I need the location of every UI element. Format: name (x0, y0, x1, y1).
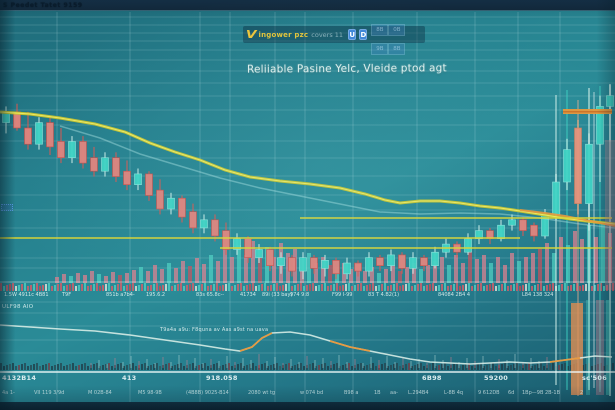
mid-axis-label: T9F (62, 292, 72, 298)
toolbar-ghost-button[interactable]: 9B (371, 42, 389, 55)
value-label: 59200 (484, 374, 509, 382)
toolbar-ghost-button[interactable]: 8B (388, 42, 406, 55)
value-label: 4132B14 (2, 374, 37, 382)
toolbar-ghost-button-group: 8B 0B9B 8B (370, 16, 421, 55)
tick-label: 6d (508, 390, 515, 396)
tick-label: M 02B-84 (88, 390, 112, 396)
value-label: 6B98 (422, 374, 442, 382)
tick-label: 4a 1- (2, 390, 15, 396)
mid-axis-label: 851b a7b4- (106, 292, 135, 298)
tick-label: 1Bp—9B 2B-1B (522, 390, 561, 396)
tick-label: 2080 wt tg (248, 390, 276, 396)
mid-axis-label: 84084 2B4 4 (438, 292, 471, 298)
tick-label: VII 119 3/9d (34, 390, 65, 396)
mid-axis-label: F99 I-99 (332, 292, 353, 298)
mid-axis-label: 974 9:8 (290, 292, 310, 298)
toolbar-button-d[interactable]: D (359, 29, 368, 40)
indicator-left-label: ULF98 AIO (2, 304, 34, 310)
value-label: sc'506 (582, 374, 608, 382)
tick-label: aa- (390, 390, 398, 396)
tick-label: L.294B4 (408, 390, 429, 396)
chart-toolbar: V ingower pzc covers 11 U D 8B 0B9B 8B (243, 23, 425, 55)
watermark-text: Reliiable Pasine Yelc, Vleide ptod agt (246, 62, 447, 76)
value-label: 918.058 (206, 374, 238, 382)
tick-label: w 074 bd (300, 390, 324, 396)
mid-axis-label: L84 138 324 (522, 292, 554, 298)
brand-logo-v-icon: V (245, 27, 257, 41)
panel-annotation: T9a4a a9u: F8quna av Aas a9st na uava (160, 327, 269, 333)
tick-label: 2 (580, 390, 584, 396)
tick-label: M5 98-9B (138, 390, 162, 396)
mid-axis-label: 195.6.2 (146, 292, 166, 298)
price-marker-badge (1, 204, 13, 211)
mid-axis-label: 89i (33 bay) (262, 292, 293, 298)
mid-axis-label: 1.5W 4911c 4B81 (4, 292, 49, 298)
toolbar-button-u[interactable]: U (348, 29, 357, 40)
bottom-band (0, 402, 615, 410)
mid-axis-label: 83 T 4.B2(1) (368, 292, 400, 298)
tick-label: 9 612DB (478, 390, 500, 396)
toolbar-ghost-button[interactable]: 8B (371, 23, 389, 36)
mid-axis-label: 83s 65.8c-- (196, 292, 225, 298)
value-label: 413 (122, 374, 137, 382)
mid-axis-label: 41734 (240, 292, 256, 298)
toolbar-subtitle: covers 11 (311, 30, 344, 39)
tick-label: L-8B 4q (444, 390, 464, 396)
ticker-text: S Peedet Tatet 9159 (3, 1, 83, 9)
tick-label: B98 a (344, 390, 359, 396)
top-ticker-band: S Peedet Tatet 9159 (0, 0, 615, 11)
toolbar-title: ingower pzc (258, 30, 309, 39)
tick-label: 1B (374, 390, 381, 396)
tick-label: (4B8B) 9025-B14 (186, 390, 229, 396)
toolbar-ghost-button[interactable]: 0B (388, 23, 406, 36)
